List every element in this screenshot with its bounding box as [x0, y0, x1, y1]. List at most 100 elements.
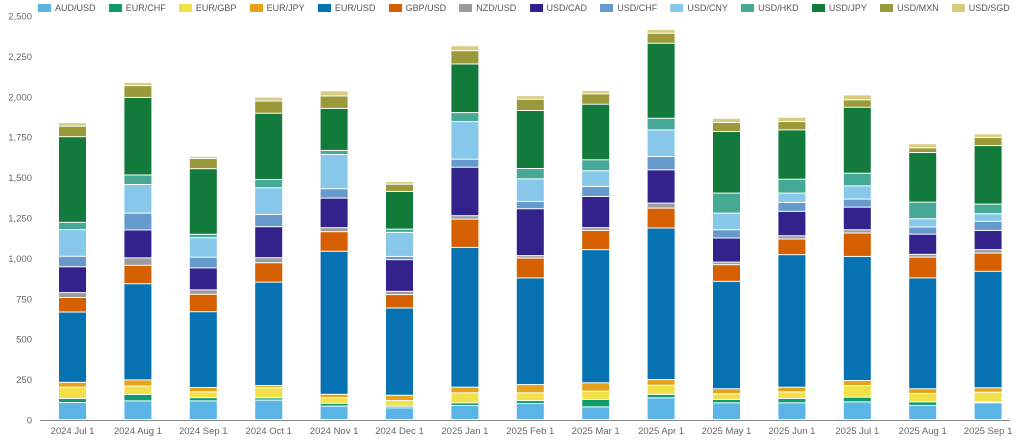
bar-segment-usd-jpy	[59, 137, 86, 222]
bar-segment-usd-jpy	[582, 104, 610, 160]
bar-segment-usd-cny	[516, 179, 544, 202]
y-tick-label: 1,500	[8, 173, 32, 184]
legend-item[interactable]: NZD/USD	[459, 3, 516, 13]
bar-segment-usd-cad	[647, 170, 675, 203]
legend-item[interactable]: USD/CHF	[600, 3, 657, 13]
bar-segment-usd-cad	[255, 227, 283, 258]
x-tick-label: 2025 May 1	[702, 426, 752, 437]
bar-segment-usd-mxn	[255, 101, 283, 113]
bar-segment-usd-sgd	[386, 181, 413, 184]
bar-segment-usd-hkd	[451, 113, 479, 122]
bar-segment-eur-chf	[516, 401, 544, 404]
legend-item[interactable]: AUD/USD	[38, 3, 96, 13]
legend-label: USD/CNY	[687, 3, 728, 13]
bar-segment-usd-hkd	[124, 175, 152, 185]
legend-item[interactable]: EUR/GBP	[178, 3, 236, 13]
bar-segment-gbp-usd	[974, 253, 1002, 271]
y-tick-label: 250	[16, 375, 32, 386]
bar-segment-gbp-usd	[843, 233, 871, 256]
bar-segment-usd-hkd	[974, 204, 1002, 214]
bar-segment-eur-gbp	[451, 393, 479, 403]
bar-segment-usd-cny	[713, 213, 740, 230]
legend-item[interactable]: GBP/USD	[388, 3, 447, 13]
legend-swatch	[670, 4, 684, 12]
bar-segment-usd-chf	[255, 214, 283, 227]
bar-segment-usd-hkd	[320, 150, 348, 154]
bar-segment-eur-chf	[124, 394, 152, 401]
bar-segment-nzd-usd	[516, 256, 544, 258]
legend-swatch	[249, 4, 263, 12]
bar-segment-usd-sgd	[582, 91, 610, 94]
legend-item[interactable]: USD/SGD	[951, 3, 1010, 13]
bar-segment-nzd-usd	[59, 293, 86, 297]
bar-segment-usd-jpy	[124, 97, 152, 175]
bar-segment-usd-hkd	[189, 234, 217, 238]
bar-segment-eur-chf	[320, 403, 348, 406]
bar-segment-usd-cny	[843, 186, 871, 199]
bar-segment-aud-usd	[386, 408, 413, 419]
bar-segment-usd-mxn	[778, 122, 806, 130]
bar-segment-eur-gbp	[974, 392, 1002, 402]
bar-segment-eur-gbp	[778, 392, 806, 398]
y-tick-label: 2,250	[8, 52, 32, 63]
bar-segment-eur-chf	[843, 397, 871, 402]
y-tick-label: 2,500	[8, 12, 32, 23]
legend-item[interactable]: USD/CAD	[529, 3, 587, 13]
y-tick-label: 1,000	[8, 254, 32, 265]
bar-segment-usd-sgd	[451, 46, 479, 51]
bar-segment-nzd-usd	[189, 290, 217, 294]
legend-swatch	[880, 4, 894, 12]
bar-segment-eur-chf	[713, 399, 740, 403]
bar-segment-gbp-usd	[124, 265, 152, 284]
bar-segment-usd-sgd	[59, 123, 86, 126]
legend-item[interactable]: USD/HKD	[741, 3, 799, 13]
bar-segment-eur-gbp	[124, 386, 152, 394]
legend-item[interactable]: EUR/CHF	[108, 3, 166, 13]
legend-item[interactable]: USD/MXN	[880, 3, 939, 13]
x-tick-label: 2024 Aug 1	[114, 426, 162, 437]
bar-segment-usd-mxn	[909, 148, 937, 153]
bar-segment-eur-jpy	[255, 386, 283, 388]
legend-label: EUR/CHF	[125, 3, 166, 13]
bar-segment-usd-jpy	[255, 113, 283, 180]
bar-segment-gbp-usd	[713, 265, 740, 281]
bar-segment-nzd-usd	[909, 254, 937, 257]
legend-item[interactable]: USD/CNY	[670, 3, 728, 13]
bar-segment-aud-usd	[320, 406, 348, 419]
bar-segment-usd-cad	[451, 167, 479, 216]
bar-segment-eur-chf	[582, 399, 610, 407]
bar-segment-gbp-usd	[189, 294, 217, 312]
bar-segment-usd-sgd	[124, 82, 152, 86]
legend-label: EUR/JPY	[266, 3, 305, 13]
bar-segment-usd-hkd	[713, 193, 740, 213]
bar-segment-eur-jpy	[320, 394, 348, 398]
bar-segment-usd-jpy	[974, 146, 1002, 204]
legend-swatch	[811, 4, 825, 12]
legend-item[interactable]: EUR/USD	[317, 3, 375, 13]
bar-segment-gbp-usd	[647, 208, 675, 228]
bar-segment-aud-usd	[124, 401, 152, 419]
bar-segment-eur-gbp	[189, 392, 217, 398]
legend-item[interactable]: EUR/JPY	[249, 3, 305, 13]
x-tick-label: 2025 Jun 1	[768, 426, 815, 437]
legend-swatch	[600, 4, 614, 12]
bar-segment-aud-usd	[778, 403, 806, 419]
bar-segment-usd-mxn	[124, 86, 152, 97]
bar-segment-eur-jpy	[386, 395, 413, 401]
bar-segment-eur-chf	[386, 406, 413, 408]
bar-segment-eur-chf	[778, 398, 806, 403]
bar-segment-usd-sgd	[909, 144, 937, 148]
bar-segment-nzd-usd	[647, 203, 675, 208]
bar-segment-eur-chf	[647, 394, 675, 398]
bar-segment-eur-gbp	[909, 393, 937, 402]
bar-segment-aud-usd	[909, 405, 937, 419]
bar-segment-usd-cny	[582, 171, 610, 186]
bar-segment-usd-mxn	[386, 184, 413, 191]
legend-label: GBP/USD	[405, 3, 447, 13]
legend-item[interactable]: USD/JPY	[811, 3, 867, 13]
bar-segment-usd-chf	[713, 230, 740, 238]
bar-segment-eur-chf	[909, 402, 937, 405]
bar-segment-usd-sgd	[778, 117, 806, 122]
bar-segment-usd-cny	[451, 122, 479, 159]
bar-segment-eur-jpy	[516, 385, 544, 393]
